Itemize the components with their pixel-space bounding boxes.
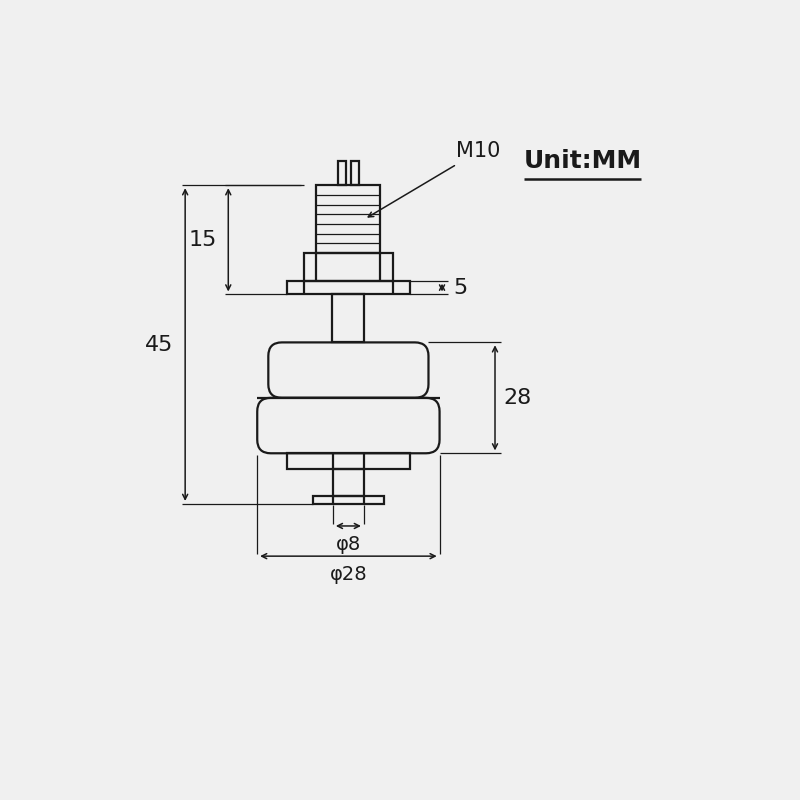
Bar — [304, 253, 393, 281]
Text: 45: 45 — [145, 334, 174, 354]
Bar — [316, 186, 381, 253]
Bar — [332, 294, 365, 342]
Bar — [338, 161, 346, 186]
Text: Unit:MM: Unit:MM — [523, 149, 642, 173]
Text: φ8: φ8 — [336, 535, 361, 554]
Bar — [333, 469, 364, 496]
Text: φ28: φ28 — [330, 565, 367, 584]
Bar — [313, 496, 384, 504]
Bar — [351, 161, 359, 186]
Text: 5: 5 — [454, 278, 468, 298]
Text: 15: 15 — [188, 230, 217, 250]
Text: M10: M10 — [368, 142, 501, 217]
Bar — [287, 454, 410, 469]
Bar — [287, 281, 410, 294]
Text: 28: 28 — [503, 388, 531, 408]
